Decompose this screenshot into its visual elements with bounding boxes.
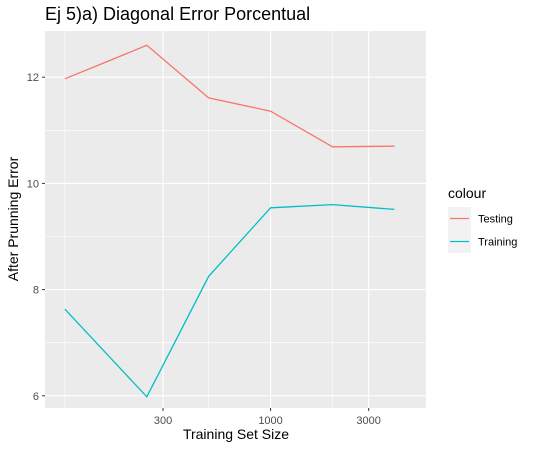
x-axis-title: Training Set Size (183, 426, 289, 442)
series-line-testing (64, 44, 395, 148)
legend: colour Testing Training (448, 185, 517, 253)
y-tick-label: 8 (33, 285, 39, 297)
legend-label-testing: Testing (478, 214, 513, 226)
legend-label-training: Training (478, 237, 517, 249)
y-tick-label: 12 (27, 72, 39, 84)
gridlines (45, 31, 426, 408)
legend-title: colour (448, 185, 486, 201)
plot-panel (45, 31, 426, 408)
y-axis-title: After Prunning Error (5, 156, 21, 281)
y-tick-label: 10 (27, 178, 39, 190)
chart-title: Ej 5)a) Diagonal Error Porcentual (45, 4, 310, 24)
series-lines (64, 44, 395, 398)
x-tick-label: 1000 (258, 415, 282, 427)
axis-ticks: 6 8 10 12 300 1000 3000 (27, 72, 381, 427)
x-tick-label: 3000 (356, 415, 380, 427)
series-line-training (64, 203, 395, 398)
y-tick-label: 6 (33, 391, 39, 403)
x-tick-label: 300 (154, 415, 172, 427)
